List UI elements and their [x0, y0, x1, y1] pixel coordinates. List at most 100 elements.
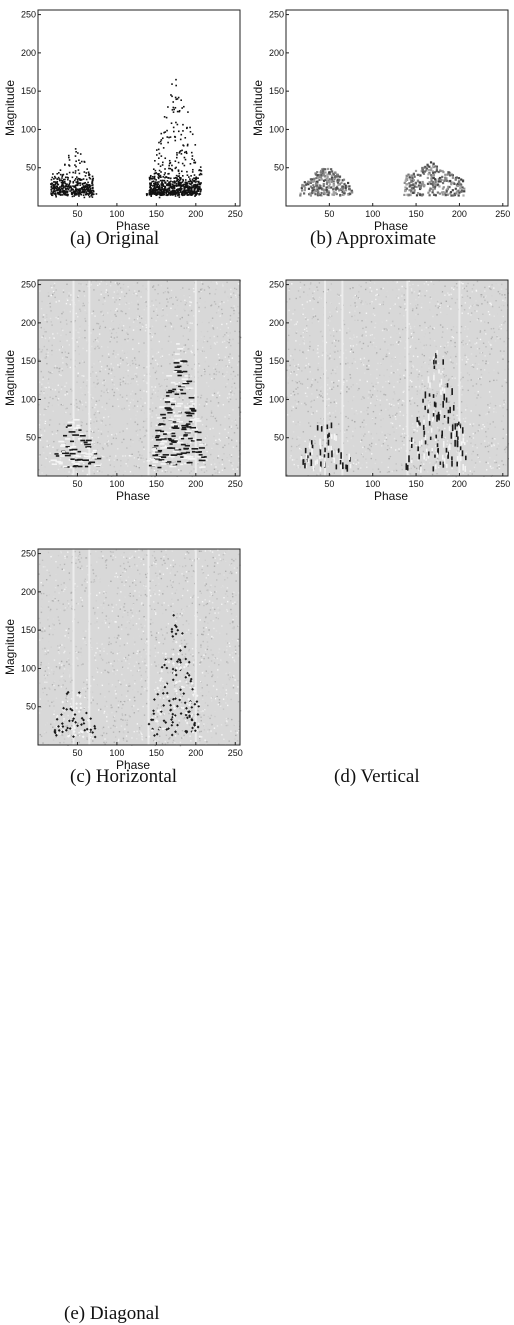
noise-cell: [480, 332, 481, 333]
data-point: [162, 191, 164, 193]
data-point: [299, 194, 301, 196]
data-point: [76, 427, 81, 429]
noise-cell: [208, 386, 209, 387]
noise-cell: [127, 465, 128, 466]
noise-cell: [52, 431, 53, 432]
data-point: [181, 438, 184, 440]
noise-cell: [291, 450, 292, 451]
noise-cell: [370, 402, 371, 403]
noise-cell: [477, 381, 478, 382]
noise-cell: [235, 387, 236, 388]
noise-cell: [211, 378, 212, 379]
data-point: [171, 83, 173, 85]
data-point: [161, 187, 163, 189]
noise-cell: [151, 467, 152, 468]
noise-cell: [110, 310, 111, 311]
noise-cell: [120, 465, 121, 466]
noise-cell: [134, 357, 135, 358]
noise-cell: [201, 469, 202, 470]
data-point: [335, 192, 337, 194]
noise-cell: [101, 366, 102, 367]
data-point: [174, 415, 179, 417]
noise-cell: [200, 289, 201, 290]
noise-cell: [450, 357, 451, 358]
noise-cell: [144, 435, 145, 436]
noise-cell: [66, 382, 67, 383]
noise-cell: [497, 443, 498, 444]
noise-cell: [84, 337, 85, 338]
noise-cell: [55, 389, 56, 390]
data-point: [199, 447, 205, 449]
noise-cell: [205, 361, 206, 362]
noise-cell: [63, 290, 64, 291]
noise-cell: [418, 459, 419, 460]
noise-cell: [472, 446, 473, 447]
noise-cell: [121, 345, 122, 346]
data-point: [160, 171, 162, 173]
noise-cell: [205, 301, 206, 302]
noise-cell: [164, 395, 165, 396]
noise-cell: [398, 341, 399, 342]
noise-cell: [58, 371, 59, 372]
data-point: [92, 178, 94, 180]
noise-cell: [317, 367, 318, 368]
data-point: [51, 186, 53, 188]
noise-cell: [42, 379, 43, 380]
data-point: [182, 193, 184, 195]
noise-cell: [470, 305, 471, 306]
noise-cell: [123, 325, 124, 326]
noise-cell: [319, 422, 320, 423]
noise-cell: [121, 383, 122, 384]
noise-cell: [493, 287, 494, 288]
data-point: [89, 196, 91, 198]
noise-cell: [226, 323, 227, 324]
noise-cell: [428, 368, 429, 369]
noise-cell: [168, 340, 169, 341]
noise-cell: [237, 294, 238, 295]
data-point: [191, 410, 196, 412]
noise-cell: [101, 346, 102, 347]
noise-cell: [143, 421, 144, 422]
noise-cell: [56, 367, 57, 368]
noise-cell: [135, 364, 136, 365]
noise-cell: [94, 407, 95, 408]
noise-cell: [163, 398, 164, 399]
noise-cell: [137, 401, 138, 402]
noise-cell: [491, 338, 492, 339]
noise-cell: [483, 296, 484, 297]
noise-cell: [40, 429, 41, 430]
noise-cell: [169, 298, 170, 299]
noise-cell: [389, 353, 390, 354]
data-point: [155, 170, 157, 172]
data-point: [196, 181, 198, 183]
noise-cell: [54, 292, 55, 293]
noise-cell: [167, 281, 168, 282]
noise-cell: [121, 321, 122, 322]
noise-cell: [170, 469, 171, 470]
noise-cell: [61, 466, 62, 467]
noise-cell: [42, 316, 43, 317]
data-point: [169, 181, 171, 183]
noise-cell: [41, 371, 42, 372]
data-point: [72, 449, 78, 451]
noise-cell: [451, 447, 452, 448]
noise-cell: [52, 398, 53, 399]
noise-cell: [109, 399, 110, 400]
noise-cell: [70, 311, 71, 312]
noise-cell: [449, 306, 450, 307]
noise-cell: [221, 309, 222, 310]
data-point: [159, 170, 161, 172]
noise-cell: [305, 404, 306, 405]
noise-cell: [105, 327, 106, 328]
data-point: [51, 190, 53, 192]
noise-cell: [332, 342, 333, 343]
noise-cell: [201, 375, 202, 376]
noise-cell: [440, 427, 441, 428]
noise-cell: [467, 290, 468, 291]
noise-cell: [397, 400, 398, 401]
noise-cell: [121, 442, 122, 443]
noise-cell: [506, 337, 507, 338]
data-point: [413, 173, 415, 175]
noise-cell: [98, 460, 99, 461]
noise-cell: [174, 445, 175, 446]
